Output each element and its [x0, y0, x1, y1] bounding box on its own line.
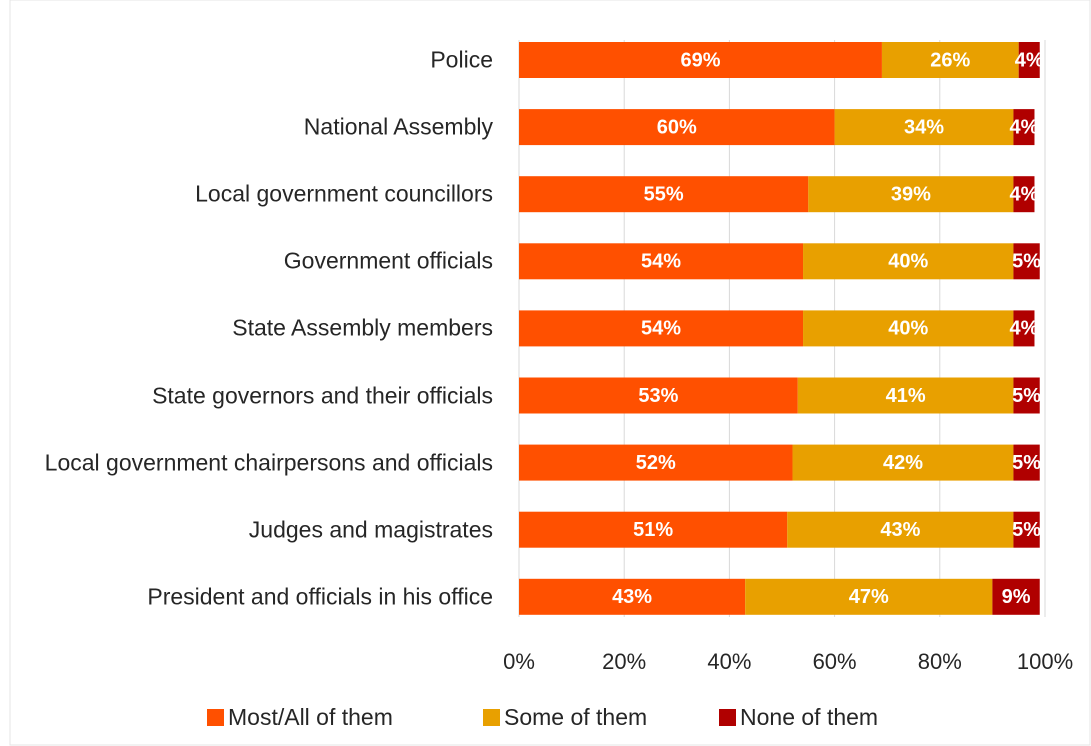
bar-segment — [519, 511, 788, 548]
data-label: 26% — [930, 49, 970, 71]
y-tick-text: President and officials in his office — [147, 583, 493, 610]
bar-segment — [519, 42, 882, 78]
x-tick-label: 80% — [918, 649, 962, 674]
y-tick-label: State Assembly members — [23, 315, 493, 342]
bar-segment — [745, 578, 993, 615]
y-tick-text: Local government chairpersons and offici… — [44, 449, 493, 476]
chart-border — [9, 0, 1091, 746]
data-label: 43% — [612, 586, 652, 608]
data-label: 5% — [1012, 251, 1041, 273]
y-tick-label: Local government chairpersons and offici… — [23, 449, 493, 476]
bar-segment — [797, 377, 1014, 414]
bar-segment — [519, 444, 793, 481]
data-label: 41% — [886, 385, 926, 407]
data-label: 60% — [657, 116, 697, 138]
bar-segment — [808, 176, 1014, 213]
bar-segment — [519, 377, 798, 414]
y-tick-label: Government officials — [23, 248, 493, 275]
data-label: 54% — [641, 251, 681, 273]
y-tick-text: State Assembly members — [232, 314, 493, 341]
bar-segment — [1018, 42, 1040, 78]
data-label: 47% — [849, 586, 889, 608]
legend-swatch — [207, 709, 224, 726]
data-label: 4% — [1010, 318, 1039, 340]
data-label: 69% — [680, 49, 720, 71]
legend-label: Some of them — [504, 704, 647, 730]
bar-segment — [834, 109, 1014, 146]
data-label: 43% — [880, 519, 920, 541]
y-tick-text: National Assembly — [303, 113, 493, 140]
bar-segment — [1013, 511, 1040, 548]
legend-label: Most/All of them — [228, 704, 393, 730]
data-label: 9% — [1002, 586, 1031, 608]
y-tick-text: Government officials — [283, 247, 493, 274]
bar-segment — [803, 310, 1014, 347]
data-label: 53% — [638, 385, 678, 407]
data-label: 42% — [883, 452, 923, 474]
bar-segment — [1013, 310, 1035, 347]
bar-segment — [1013, 444, 1040, 481]
bar-segment — [992, 578, 1040, 615]
bar-segment — [519, 109, 835, 146]
bar-segment — [792, 444, 1014, 481]
bar-segment — [1013, 176, 1035, 213]
y-tick-label: Local government councillors — [23, 181, 493, 208]
data-label: 40% — [888, 318, 928, 340]
y-tick-label: President and officials in his office — [23, 583, 493, 610]
bar-segment — [881, 42, 1019, 78]
x-tick-label: 40% — [707, 649, 751, 674]
bar-segment — [803, 243, 1014, 280]
y-tick-text: Judges and magistrates — [248, 516, 493, 543]
y-tick-label: Judges and magistrates — [23, 516, 493, 543]
y-tick-text: Local government councillors — [195, 180, 493, 207]
x-tick-label: 0% — [503, 649, 535, 674]
data-label: 4% — [1010, 183, 1039, 205]
y-tick-label: National Assembly — [23, 114, 493, 141]
y-tick-text: State governors and their officials — [152, 382, 493, 408]
data-label: 4% — [1015, 49, 1044, 71]
bar-segment — [519, 578, 746, 615]
data-label: 34% — [904, 116, 944, 138]
data-label: 5% — [1012, 385, 1041, 407]
data-label: 40% — [888, 251, 928, 273]
data-label: 51% — [633, 519, 673, 541]
y-tick-label: State governors and their officials — [23, 382, 493, 409]
data-label: 4% — [1010, 116, 1039, 138]
legend-swatch — [719, 709, 736, 726]
x-tick-label: 60% — [813, 649, 857, 674]
bar-segment — [519, 310, 804, 347]
bar-segment — [1013, 377, 1040, 414]
data-label: 39% — [891, 183, 931, 205]
bar-segment — [787, 511, 1014, 548]
bar-segment — [519, 176, 809, 213]
bar-segment — [1013, 243, 1040, 280]
legend-label: None of them — [740, 704, 878, 730]
y-tick-label: Police — [23, 47, 493, 74]
y-tick-text: Police — [430, 46, 493, 73]
data-label: 5% — [1012, 452, 1041, 474]
data-label: 5% — [1012, 519, 1041, 541]
data-label: 54% — [641, 318, 681, 340]
bar-segment — [519, 243, 804, 280]
bar-segment — [1013, 109, 1035, 146]
legend-swatch — [483, 709, 500, 726]
x-tick-label: 20% — [602, 649, 646, 674]
data-label: 55% — [644, 183, 684, 205]
data-label: 52% — [636, 452, 676, 474]
x-tick-label: 100% — [1017, 649, 1073, 674]
